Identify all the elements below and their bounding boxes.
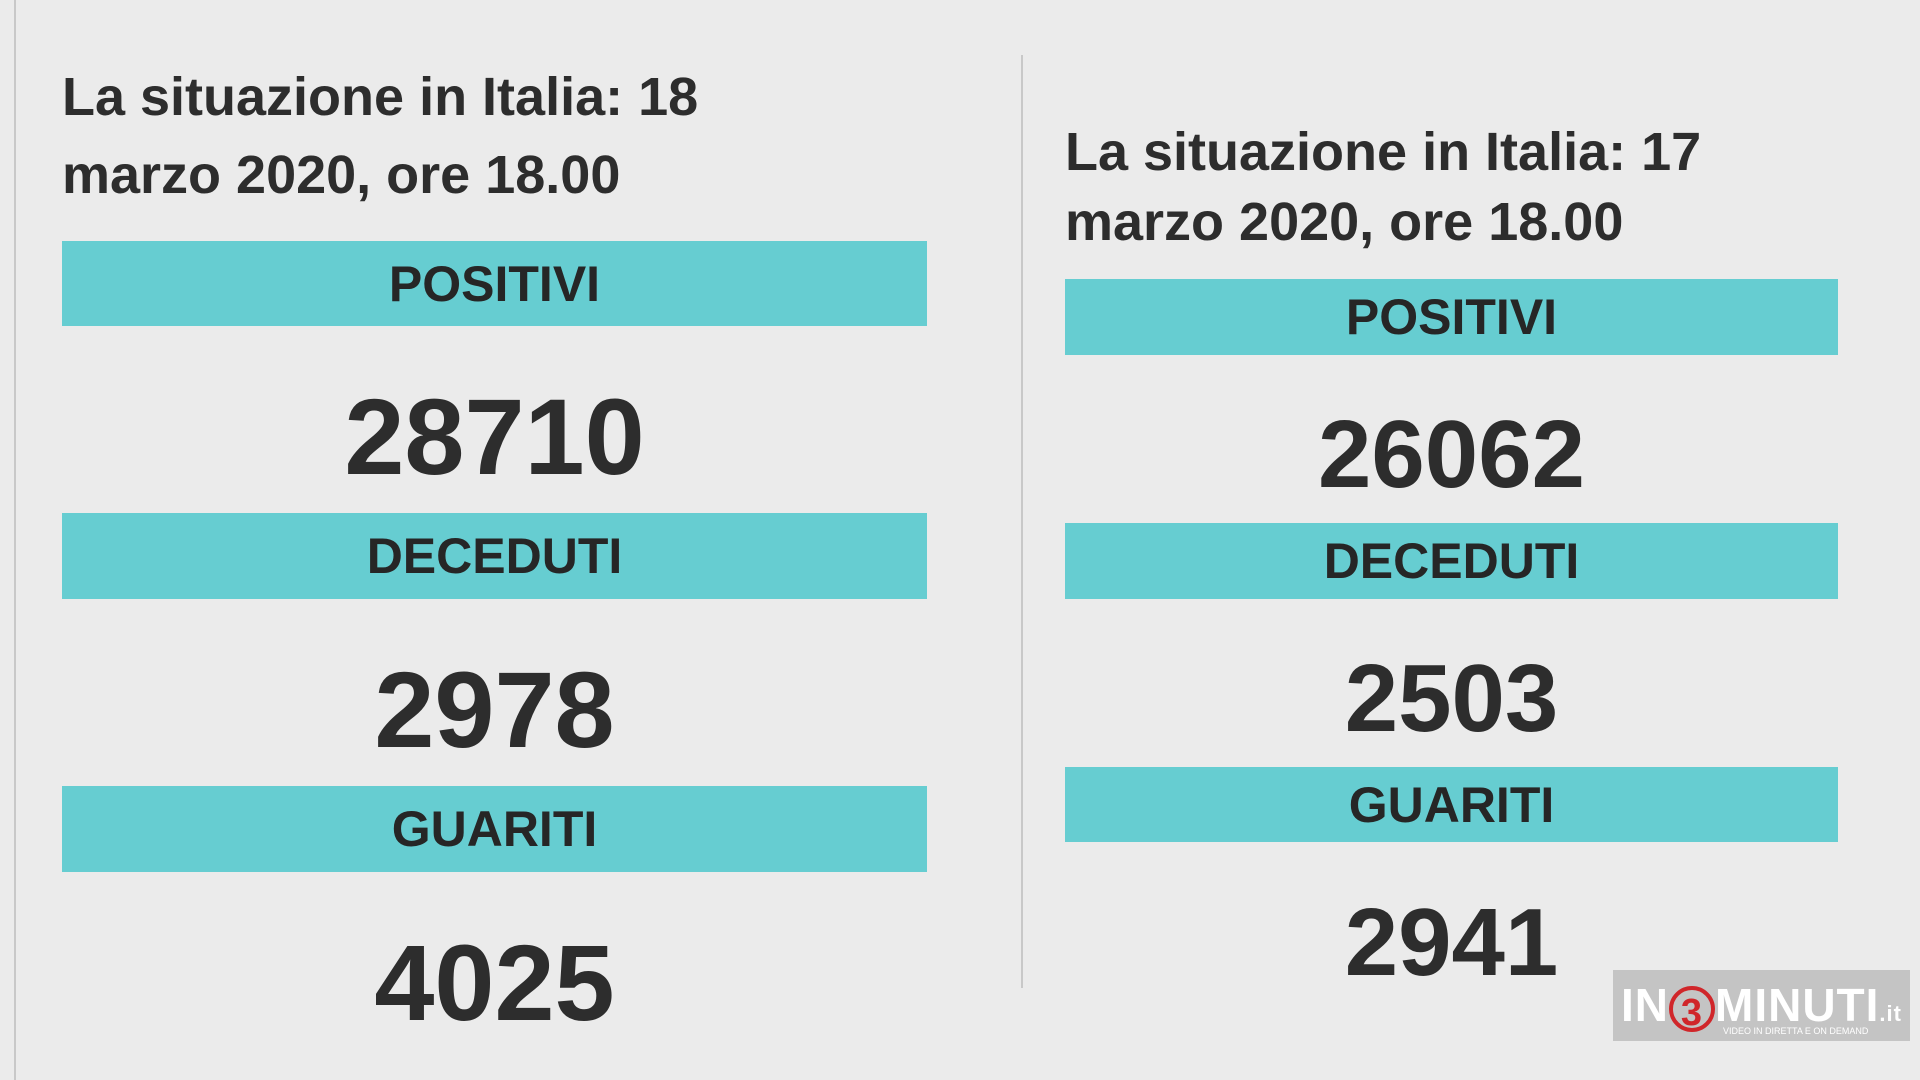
panel-title: marzo 2020, ore 18.00 (62, 145, 621, 205)
section-label: POSITIVI (62, 241, 927, 326)
logo-minuti: MINUTI (1715, 979, 1880, 1031)
panel-title: La situazione in Italia: 18 (62, 67, 699, 127)
logo: IN 3 MINUTI.it VIDEO IN DIRETTA E ON DEMAN… (1613, 970, 1910, 1041)
section-label: GUARITI (1065, 767, 1838, 842)
logo-in: IN (1621, 979, 1669, 1031)
section-label: DECEDUTI (1065, 523, 1838, 599)
panel-title: La situazione in Italia: 17 (1065, 122, 1702, 182)
section-label: GUARITI (62, 786, 927, 872)
logo-text: IN 3 MINUTI.it (1621, 978, 1902, 1034)
section-value: 28710 (344, 376, 645, 497)
edge-line (14, 0, 16, 1080)
section-value: 2503 (1344, 645, 1559, 752)
panel-title: marzo 2020, ore 18.00 (1065, 192, 1624, 252)
section-value: 2978 (374, 649, 615, 770)
section-label: POSITIVI (1065, 279, 1838, 355)
logo-three: 3 (1669, 985, 1715, 1034)
section-value: 4025 (374, 922, 615, 1043)
logo-tagline: VIDEO IN DIRETTA E ON DEMAND (1723, 1026, 1869, 1036)
divider (1021, 55, 1023, 988)
section-value: 26062 (1318, 401, 1585, 508)
section-value: 2941 (1344, 889, 1559, 996)
logo-suffix: .it (1879, 1001, 1902, 1026)
section-label: DECEDUTI (62, 513, 927, 599)
